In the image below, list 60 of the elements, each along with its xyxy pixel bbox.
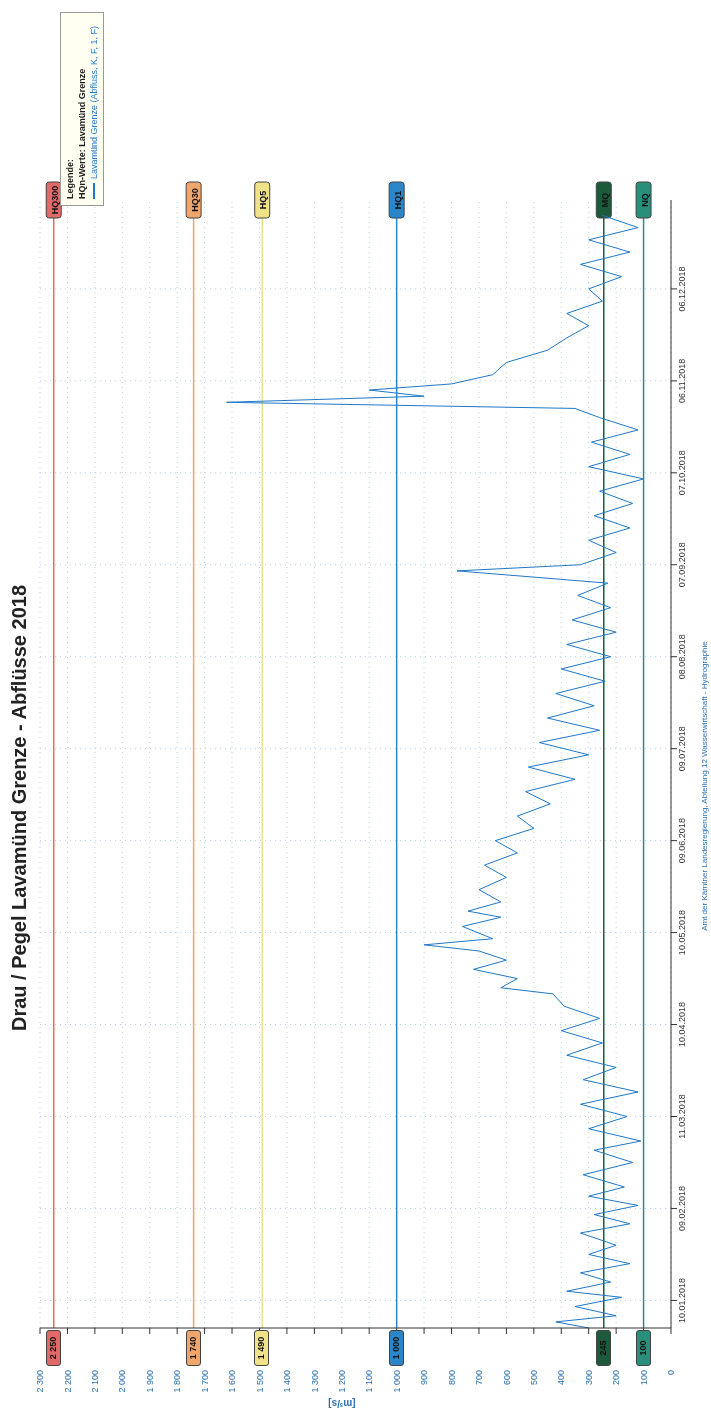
x-tick-label: 200 — [611, 1370, 622, 1386]
x-tick-label: 800 — [446, 1370, 457, 1386]
y-tick-label: 10.04.2018 — [677, 1002, 688, 1048]
y-tick-label: 07.10.2018 — [677, 450, 688, 496]
x-tick-label: 1 100 — [364, 1370, 375, 1393]
x-tick-label: 1 200 — [336, 1370, 347, 1393]
y-tick-label: 09.06.2018 — [677, 818, 688, 864]
value-tag: 1 000 — [388, 1330, 404, 1366]
x-tick-label: 900 — [419, 1370, 430, 1386]
y-tick-label: 07.09.2018 — [677, 542, 688, 588]
x-tick-label: 1 400 — [282, 1370, 293, 1393]
ref-line-label: HQ300 — [49, 185, 60, 215]
x-tick-label: 100 — [638, 1370, 649, 1386]
x-tick-label: 2 300 — [35, 1370, 46, 1393]
y-tick-label: 10.05.2018 — [677, 910, 688, 956]
text: Drau / Pegel Lavamünd Grenze - Abflüsse 2018 — [8, 583, 31, 1034]
text: Lavamünd Grenze (Abfluss, K, F, 1, F) — [88, 25, 100, 179]
y-tick-label: 09.02.2018 — [677, 1185, 688, 1231]
ref-line-label: HQ5 — [258, 190, 269, 210]
name-tag: MQ — [595, 181, 612, 219]
ref-line-label: MQ — [599, 192, 610, 208]
x-tick-label: 1 300 — [309, 1370, 320, 1393]
value-tag: 2 250 — [45, 1330, 61, 1366]
y-tick-label: 11.03.2018 — [677, 1094, 688, 1139]
y-tick-label: 08.08.2018 — [677, 634, 688, 680]
x-tick-label: 500 — [529, 1370, 540, 1386]
x-tick-label: 2 000 — [117, 1370, 128, 1393]
name-tag: HQ5 — [254, 181, 271, 219]
y-tick-label: 10.01.2018 — [677, 1277, 688, 1323]
name-tag: HQ30 — [185, 181, 202, 219]
x-tick-label: 700 — [474, 1370, 485, 1386]
x-tick-label: 600 — [501, 1370, 512, 1386]
name-tag: HQ1 — [388, 181, 405, 219]
name-tag: HQ300 — [45, 181, 62, 219]
y-tick-label: 06.12.2018 — [677, 266, 688, 312]
text: Amt der Kärntner Landesregierung, Abteilung 12 Wasserwirtschaft - Hydrographie — [700, 640, 709, 933]
value-tag: 1 490 — [254, 1330, 270, 1366]
x-tick-label: 1 600 — [227, 1370, 238, 1393]
x-tick-label: 400 — [556, 1370, 567, 1386]
x-axis-title: [m³/s] — [328, 1398, 356, 1410]
value-tag: 1 740 — [185, 1330, 201, 1366]
ref-line-label: HQ1 — [392, 190, 403, 210]
name-tag: NQ — [635, 181, 652, 219]
legend-title: Legende: — [64, 158, 76, 199]
value-tag: 100 — [635, 1330, 651, 1366]
ref-line-label: NQ — [639, 193, 650, 207]
x-tick-label: 1 900 — [144, 1370, 155, 1393]
y-tick-label: 06.11.2018 — [677, 358, 688, 404]
x-tick-label: 1 800 — [172, 1370, 183, 1393]
x-tick-label: 2 100 — [90, 1370, 101, 1393]
x-tick-label: 1 700 — [199, 1370, 210, 1393]
ref-line-label: HQ30 — [189, 188, 200, 212]
y-tick-label: 09.07.2018 — [677, 726, 688, 772]
x-tick-label: 300 — [583, 1370, 594, 1386]
x-tick-label: 2 200 — [62, 1370, 73, 1393]
x-tick-label: 1 000 — [391, 1370, 402, 1393]
value-tag: 245 — [595, 1330, 611, 1366]
x-tick-label: 0 — [666, 1370, 677, 1376]
text: HQn-Werte: Lavamünd Grenze — [76, 67, 88, 199]
x-tick-label: 1 500 — [254, 1370, 265, 1393]
